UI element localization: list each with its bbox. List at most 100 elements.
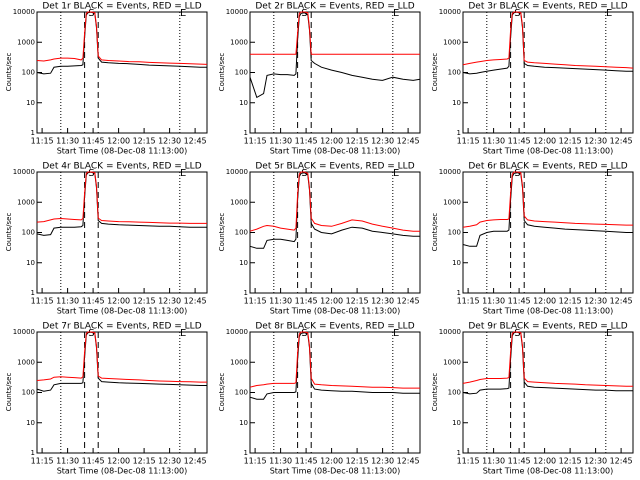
y-tick-label: 10 <box>26 99 35 107</box>
y-axis-label: Counts/sec <box>431 53 439 92</box>
x-tick-label: 12:30 <box>584 297 607 306</box>
y-axis-label: Counts/sec <box>5 213 13 252</box>
series-line <box>249 332 420 400</box>
x-tick-label: 12:15 <box>133 457 156 466</box>
x-tick-label: 12:00 <box>320 137 343 146</box>
chart-title: Det 2r BLACK = Events, RED = LLD <box>255 2 414 12</box>
x-tick-label: 11:30 <box>482 137 505 146</box>
x-tick-label: 11:15 <box>244 137 267 146</box>
x-tick-label: 11:45 <box>508 297 531 306</box>
x-axis-label: Start Time (08-Dec-08 11:13:00) <box>483 307 614 316</box>
x-tick-label: 11:45 <box>295 297 318 306</box>
series-line <box>36 171 207 224</box>
chart-title: Det 4r BLACK = Events, RED = LLD <box>42 162 201 172</box>
y-tick-label: 1 <box>457 129 461 137</box>
annotation: S <box>301 328 307 339</box>
x-tick-label: 11:45 <box>508 137 531 146</box>
x-tick-label: 12:15 <box>559 297 582 306</box>
x-axis-label: Start Time (08-Dec-08 11:13:00) <box>483 467 614 476</box>
y-tick-label: 1000 <box>443 38 461 46</box>
y-axis-label: Counts/sec <box>431 373 439 412</box>
x-tick-label: 12:45 <box>184 457 207 466</box>
chart-title: Det 8r BLACK = Events, RED = LLD <box>255 322 414 332</box>
y-tick-label: 1000 <box>230 198 248 206</box>
y-tick-label: 10000 <box>439 8 461 16</box>
annotation: S <box>514 168 520 179</box>
y-tick-label: 10000 <box>13 168 35 176</box>
plot-frame <box>36 171 208 294</box>
x-tick-label: 12:45 <box>184 137 207 146</box>
plot-frame <box>36 331 208 454</box>
chart-title: Det 6r BLACK = Events, RED = LLD <box>468 162 627 172</box>
x-tick-label: 12:15 <box>346 297 369 306</box>
annotation: E <box>606 8 612 19</box>
x-tick-label: 11:45 <box>82 297 105 306</box>
y-tick-label: 1 <box>244 129 248 137</box>
y-tick-label: 1 <box>244 289 248 297</box>
x-tick-label: 12:45 <box>397 137 420 146</box>
chart-title: Det 9r BLACK = Events, RED = LLD <box>468 322 627 332</box>
x-tick-label: 11:15 <box>457 137 480 146</box>
x-axis-label: Start Time (08-Dec-08 11:13:00) <box>57 467 188 476</box>
y-tick-label: 1 <box>31 129 35 137</box>
y-tick-label: 1 <box>244 449 248 457</box>
x-axis-label: Start Time (08-Dec-08 11:13:00) <box>57 147 188 156</box>
x-axis-label: Start Time (08-Dec-08 11:13:00) <box>483 147 614 156</box>
y-axis-label: Counts/sec <box>218 373 226 412</box>
series-line <box>249 172 420 249</box>
chart-title: Det 1r BLACK = Events, RED = LLD <box>42 2 201 12</box>
y-tick-label: 10000 <box>226 8 248 16</box>
y-tick-label: 10000 <box>13 328 35 336</box>
x-tick-label: 11:30 <box>269 137 292 146</box>
annotation: E <box>606 168 612 179</box>
y-tick-label: 10 <box>239 259 248 267</box>
x-tick-label: 11:15 <box>31 297 54 306</box>
annotation: E <box>180 168 186 179</box>
x-tick-label: 11:45 <box>295 457 318 466</box>
x-tick-label: 12:45 <box>397 457 420 466</box>
x-axis-label: Start Time (08-Dec-08 11:13:00) <box>270 467 401 476</box>
y-tick-label: 10 <box>26 419 35 427</box>
x-axis-label: Start Time (08-Dec-08 11:13:00) <box>270 147 401 156</box>
plot-frame <box>36 11 208 134</box>
y-tick-label: 1 <box>457 289 461 297</box>
annotation: E <box>606 328 612 339</box>
annotation: S <box>514 328 520 339</box>
plot-frame <box>462 331 634 454</box>
x-axis-label: Start Time (08-Dec-08 11:13:00) <box>57 307 188 316</box>
x-tick-label: 12:30 <box>371 457 394 466</box>
x-tick-label: 12:45 <box>184 297 207 306</box>
x-tick-label: 12:00 <box>533 457 556 466</box>
x-tick-label: 12:15 <box>559 457 582 466</box>
y-axis-label: Counts/sec <box>5 373 13 412</box>
y-tick-label: 100 <box>235 69 248 77</box>
series-line <box>462 11 634 69</box>
y-tick-label: 10000 <box>226 328 248 336</box>
y-tick-label: 10000 <box>13 8 35 16</box>
series-line <box>250 11 420 55</box>
y-tick-label: 10 <box>239 419 248 427</box>
x-tick-label: 12:00 <box>320 297 343 306</box>
y-tick-label: 1000 <box>17 38 35 46</box>
x-tick-label: 12:00 <box>107 297 130 306</box>
chart-title: Det 5r BLACK = Events, RED = LLD <box>255 162 414 172</box>
x-tick-label: 12:30 <box>158 297 181 306</box>
y-tick-label: 100 <box>22 389 35 397</box>
x-tick-label: 11:15 <box>31 457 54 466</box>
x-tick-label: 12:45 <box>610 137 633 146</box>
x-tick-label: 11:30 <box>269 297 292 306</box>
series-line <box>462 11 633 75</box>
series-line <box>36 11 208 65</box>
series-line <box>462 331 633 387</box>
y-tick-label: 1000 <box>17 198 35 206</box>
y-tick-label: 10 <box>452 259 461 267</box>
y-tick-label: 1000 <box>443 358 461 366</box>
x-tick-label: 12:15 <box>346 457 369 466</box>
y-tick-label: 1 <box>31 289 35 297</box>
x-tick-label: 11:45 <box>508 457 531 466</box>
y-axis-label: Counts/sec <box>431 213 439 252</box>
y-tick-label: 1000 <box>230 38 248 46</box>
y-tick-label: 1000 <box>443 198 461 206</box>
annotation: E <box>393 328 399 339</box>
